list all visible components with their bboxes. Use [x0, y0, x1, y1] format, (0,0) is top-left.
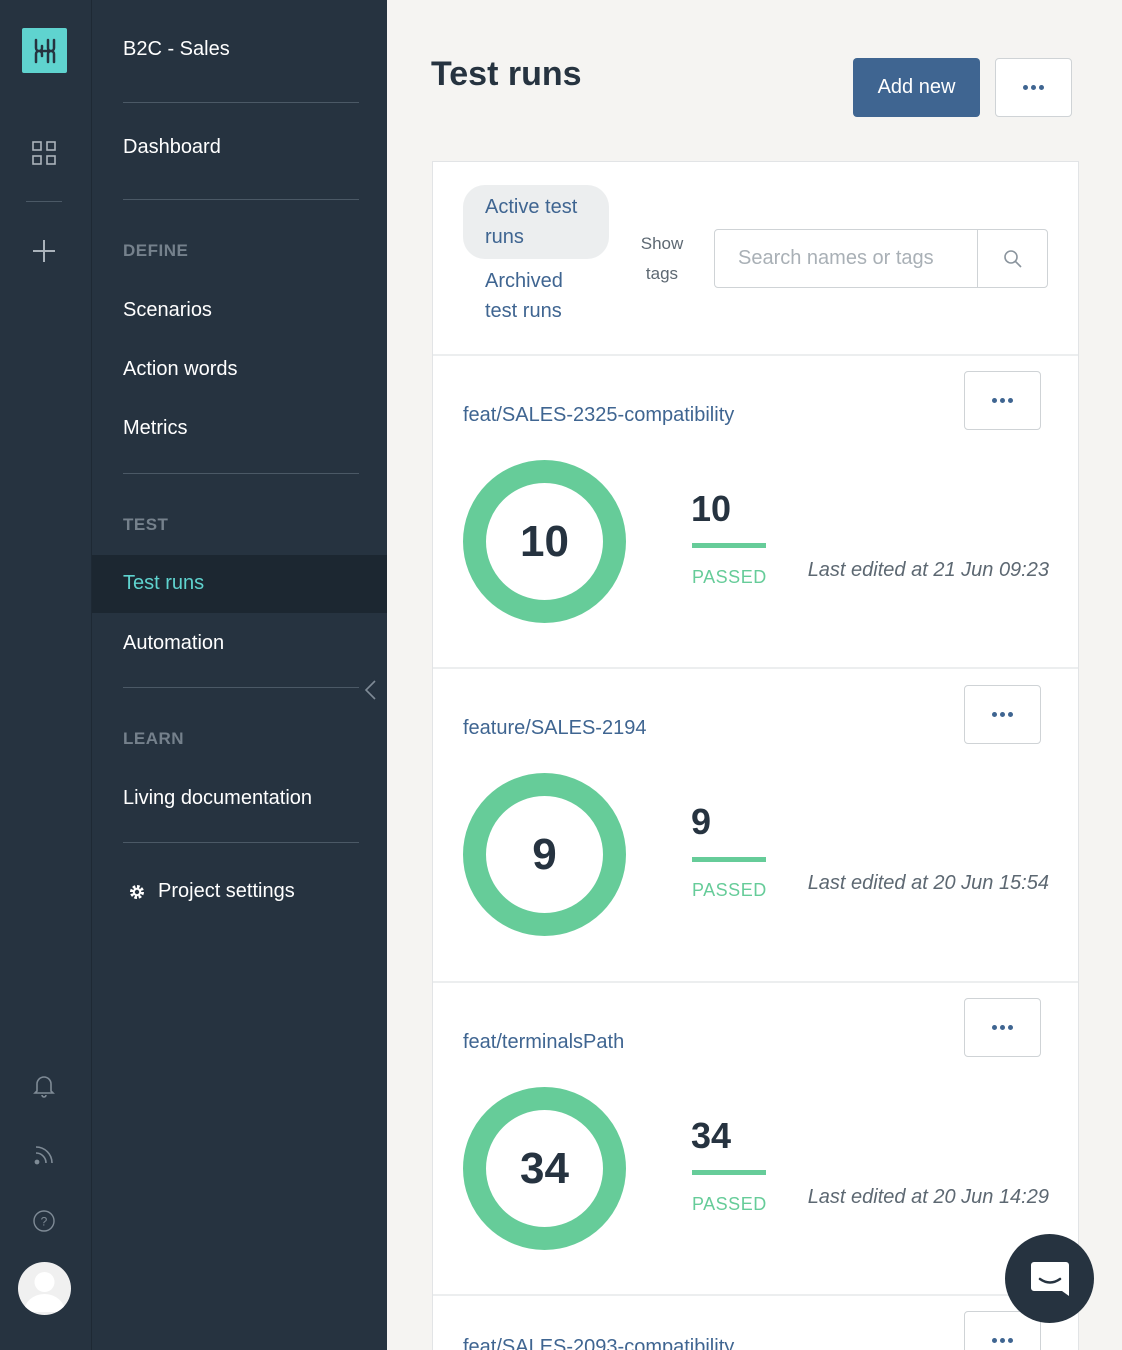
passed-count: 9	[691, 801, 712, 842]
show-tags-label: tags	[645, 264, 679, 283]
run-more-button[interactable]	[964, 998, 1041, 1057]
run-name-link[interactable]: feat/SALES-2093-compatibility	[463, 1336, 735, 1350]
donut-total: 10	[520, 516, 569, 566]
nav-item-label: Project settings	[158, 880, 295, 902]
section-test: TEST	[123, 515, 169, 534]
more-icon	[992, 1338, 1013, 1343]
filter-label-line: test runs	[485, 300, 562, 322]
nav-item-automation[interactable]: Automation	[123, 632, 225, 654]
nav-divider	[123, 199, 359, 200]
avatar[interactable]	[18, 1262, 71, 1315]
more-icon	[1023, 85, 1044, 90]
search-icon	[1004, 249, 1022, 268]
passed-bar	[692, 857, 766, 862]
page-title: Test runs	[431, 55, 582, 93]
row-divider	[433, 354, 1078, 356]
icon-rail: ?	[0, 0, 92, 1350]
nav-item-action-words[interactable]: Action words	[123, 358, 238, 380]
run-result-donut: 9	[463, 773, 626, 936]
search-button[interactable]	[977, 230, 1048, 287]
filter-active-test-runs[interactable]	[463, 185, 609, 259]
more-icon	[992, 712, 1013, 717]
help-icon[interactable]: ?	[22, 1199, 66, 1243]
more-icon	[992, 1025, 1013, 1030]
last-edited: Last edited at 21 Jun 09:23	[807, 559, 1049, 581]
run-name-link[interactable]: feat/SALES-2325-compatibility	[463, 404, 735, 426]
row-divider	[433, 1294, 1078, 1296]
show-tags-label: Show	[640, 234, 684, 253]
filter-label-line: Active test	[485, 196, 578, 218]
chat-icon	[1030, 1261, 1069, 1296]
logo-icon[interactable]	[22, 28, 67, 73]
nav-divider	[123, 842, 359, 843]
section-define: DEFINE	[123, 241, 189, 260]
search-input[interactable]	[715, 230, 977, 287]
collapse-chevron-icon[interactable]	[362, 678, 380, 702]
filter-label-line: runs	[485, 226, 524, 248]
nav-item-metrics[interactable]: Metrics	[123, 417, 188, 439]
nav-item-scenarios[interactable]: Scenarios	[123, 299, 212, 321]
nav-item-living-documentation[interactable]: Living documentation	[123, 787, 313, 809]
grid-icon[interactable]	[22, 131, 66, 175]
run-result-donut: 10	[463, 460, 626, 623]
nav-divider	[123, 473, 359, 474]
nav-panel: B2C - Sales Dashboard DEFINE Scenarios A…	[92, 0, 387, 1350]
gear-icon	[130, 884, 144, 899]
filter-active-label: Active test runs	[485, 192, 577, 252]
status-label: PASSED	[692, 567, 767, 587]
search-box	[714, 229, 1048, 288]
nav-item-dashboard[interactable]: Dashboard	[123, 136, 221, 158]
add-new-button[interactable]: Add new	[853, 58, 980, 117]
filter-label-line: Archived	[485, 270, 563, 292]
last-edited: Last edited at 20 Jun 14:29	[807, 1186, 1049, 1208]
donut-total: 34	[520, 1143, 569, 1193]
nav-divider	[123, 102, 359, 103]
rail-divider	[26, 201, 62, 202]
status-label: PASSED	[692, 1194, 767, 1214]
row-divider	[433, 981, 1078, 983]
passed-bar	[692, 1170, 766, 1175]
show-tags-toggle[interactable]: Show tags	[638, 229, 686, 289]
run-result-donut: 34	[463, 1087, 626, 1250]
run-name-link[interactable]: feature/SALES-2194	[463, 717, 647, 739]
donut-total: 9	[532, 829, 557, 879]
plus-icon[interactable]	[22, 229, 66, 273]
run-more-button[interactable]	[964, 371, 1041, 430]
project-name[interactable]: B2C - Sales	[123, 38, 230, 60]
header-more-button[interactable]	[995, 58, 1072, 117]
nav-item-test-runs[interactable]: Test runs	[92, 555, 387, 613]
nav-divider	[123, 687, 359, 688]
nav-item-project-settings[interactable]: Project settings	[128, 880, 295, 903]
chat-launcher-button[interactable]	[1005, 1234, 1094, 1323]
row-divider	[433, 667, 1078, 669]
filter-archived-test-runs[interactable]: Archived test runs	[485, 266, 563, 326]
svg-text:?: ?	[41, 1215, 48, 1229]
passed-count: 10	[691, 488, 732, 529]
passed-bar	[692, 543, 766, 548]
bell-icon[interactable]	[22, 1064, 66, 1108]
passed-count: 34	[691, 1115, 732, 1156]
rss-icon[interactable]	[22, 1133, 66, 1177]
run-name-link[interactable]: feat/terminalsPath	[463, 1031, 625, 1053]
more-icon	[992, 398, 1013, 403]
run-more-button[interactable]	[964, 685, 1041, 744]
section-learn: LEARN	[123, 729, 185, 748]
status-label: PASSED	[692, 880, 767, 900]
last-edited: Last edited at 20 Jun 15:54	[807, 872, 1049, 894]
nav-item-label: Test runs	[123, 572, 205, 594]
